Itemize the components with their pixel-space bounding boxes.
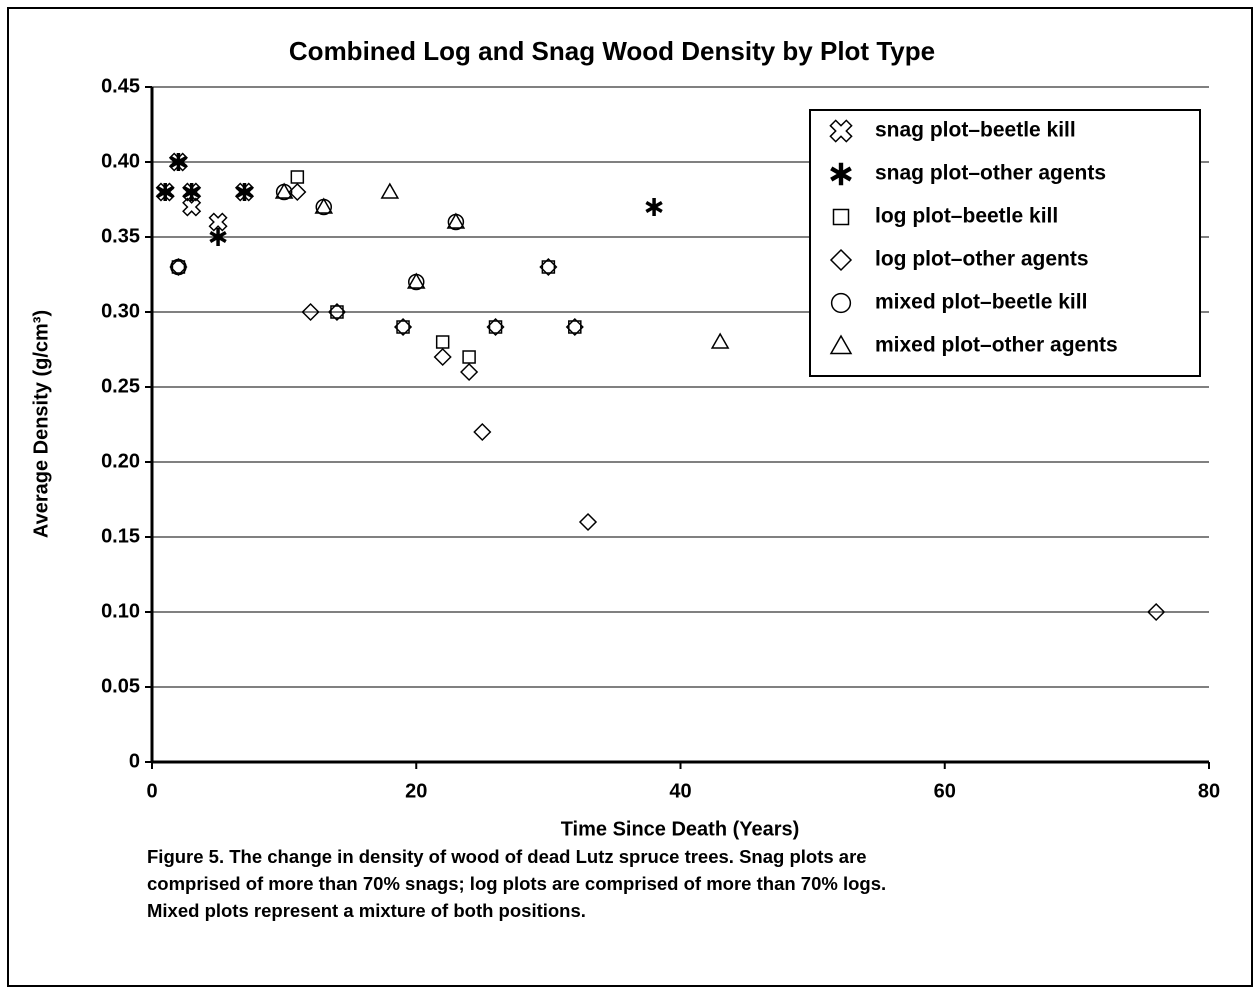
y-tick-label: 0.40 bbox=[101, 150, 140, 172]
point bbox=[539, 257, 558, 277]
legend-marker bbox=[829, 119, 853, 143]
y-tick-label: 0.30 bbox=[101, 300, 140, 322]
y-tick-label: 0.20 bbox=[101, 450, 140, 472]
point bbox=[578, 512, 598, 532]
legend-box bbox=[809, 109, 1201, 377]
point bbox=[396, 320, 410, 334]
legend-marker bbox=[829, 248, 853, 272]
chart-title: Combined Log and Snag Wood Density by Pl… bbox=[289, 36, 935, 66]
point bbox=[235, 183, 254, 201]
point bbox=[182, 182, 202, 202]
point bbox=[301, 302, 320, 322]
frame bbox=[7, 7, 1253, 987]
legend-label: mixed plot–beetle kill bbox=[875, 291, 1087, 314]
x-tick-label: 20 bbox=[405, 780, 427, 802]
caption-line: comprised of more than 70% snags; log pl… bbox=[147, 873, 886, 894]
point bbox=[1147, 602, 1166, 622]
point bbox=[155, 182, 175, 202]
point bbox=[314, 197, 334, 214]
y-tick-label: 0.15 bbox=[101, 525, 140, 547]
legend-label: mixed plot–other agents bbox=[875, 334, 1118, 357]
point bbox=[565, 317, 584, 337]
y-tick-label: 0.05 bbox=[101, 675, 140, 697]
point bbox=[234, 182, 255, 202]
point bbox=[406, 272, 426, 289]
point bbox=[568, 320, 582, 334]
legend-label: log plot–other agents bbox=[875, 248, 1089, 271]
point bbox=[541, 260, 556, 274]
y-axis-title: Average Density (g/cm³) bbox=[30, 310, 52, 538]
x-axis-title: Time Since Death (Years) bbox=[561, 818, 800, 840]
x-tick-label: 0 bbox=[146, 780, 157, 802]
point bbox=[488, 320, 503, 334]
caption-line: Mixed plots represent a mixture of both … bbox=[147, 900, 586, 921]
y-tick-label: 0.45 bbox=[101, 75, 140, 97]
point bbox=[473, 422, 492, 442]
point bbox=[169, 153, 188, 171]
point bbox=[710, 332, 730, 349]
point bbox=[433, 347, 452, 367]
y-tick-label: 0.25 bbox=[101, 375, 140, 397]
point bbox=[446, 212, 466, 229]
x-tick-label: 80 bbox=[1198, 780, 1220, 802]
legend-marker bbox=[832, 208, 850, 226]
y-tick-label: 0.10 bbox=[101, 600, 140, 622]
legend-marker bbox=[830, 292, 852, 314]
point bbox=[156, 183, 174, 201]
point bbox=[274, 182, 294, 199]
point bbox=[208, 212, 228, 232]
y-tick-label: 0.35 bbox=[101, 225, 140, 247]
point bbox=[290, 170, 305, 184]
legend-marker bbox=[830, 162, 852, 186]
x-tick-label: 60 bbox=[934, 780, 956, 802]
point bbox=[486, 317, 505, 337]
point bbox=[393, 317, 413, 337]
caption-line: Figure 5. The change in density of wood … bbox=[147, 846, 867, 867]
point bbox=[170, 258, 187, 276]
point bbox=[460, 362, 479, 382]
point bbox=[462, 350, 476, 364]
point bbox=[327, 302, 347, 322]
point bbox=[288, 182, 307, 202]
y-tick-label: 0 bbox=[129, 750, 140, 772]
point bbox=[330, 305, 344, 319]
x-tick-label: 40 bbox=[669, 780, 691, 802]
point bbox=[645, 198, 663, 216]
point bbox=[435, 335, 450, 349]
point bbox=[209, 228, 227, 246]
legend-marker bbox=[829, 334, 853, 355]
point bbox=[380, 182, 400, 199]
point bbox=[171, 260, 186, 274]
legend-label: snag plot–other agents bbox=[875, 162, 1106, 185]
point bbox=[182, 183, 201, 201]
legend-label: log plot–beetle kill bbox=[875, 205, 1058, 228]
point bbox=[168, 152, 188, 172]
legend-label: snag plot–beetle kill bbox=[875, 119, 1076, 142]
point bbox=[182, 197, 202, 217]
